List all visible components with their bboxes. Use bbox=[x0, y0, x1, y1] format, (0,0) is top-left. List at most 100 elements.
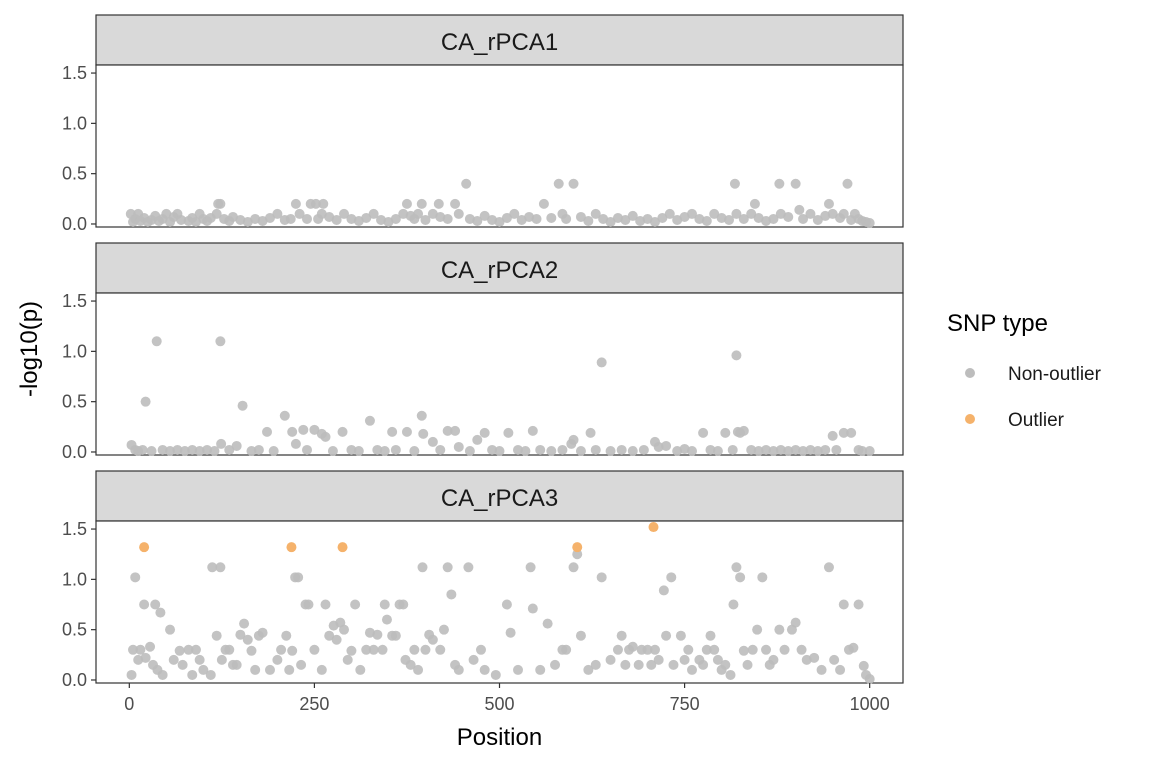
non-outlier-point bbox=[646, 659, 657, 670]
outlier-point bbox=[286, 542, 297, 553]
non-outlier-point bbox=[725, 669, 736, 680]
non-outlier-points bbox=[126, 336, 875, 456]
non-outlier-point bbox=[202, 444, 213, 455]
non-outlier-point bbox=[194, 654, 205, 665]
non-outlier-point bbox=[642, 644, 653, 655]
non-outlier-point bbox=[413, 664, 424, 675]
non-outlier-point bbox=[342, 654, 353, 665]
non-outlier-point bbox=[264, 212, 275, 223]
non-outlier-point bbox=[620, 659, 631, 670]
facet-panel-2: CA_rPCA2 0.0 0.5 1.0 1.5 bbox=[62, 242, 904, 462]
non-outlier-point bbox=[468, 654, 479, 665]
non-outlier-point bbox=[698, 427, 709, 438]
legend-label: Non-outlier bbox=[1008, 364, 1102, 385]
non-outlier-point bbox=[207, 562, 218, 573]
legend-key-outlier bbox=[965, 414, 975, 424]
legend: SNP type Non-outlier Outlier bbox=[947, 310, 1102, 431]
non-outlier-point bbox=[453, 441, 464, 452]
non-outlier-point bbox=[775, 444, 786, 455]
non-outlier-point bbox=[705, 630, 716, 641]
non-outlier-point bbox=[829, 654, 840, 665]
non-outlier-point bbox=[503, 427, 514, 438]
non-outlier-point bbox=[698, 659, 709, 670]
non-outlier-point bbox=[638, 444, 649, 455]
non-outlier-point bbox=[661, 630, 672, 641]
outlier-point bbox=[139, 542, 150, 553]
non-outlier-point bbox=[827, 430, 838, 441]
non-outlier-point bbox=[805, 208, 816, 219]
non-outlier-point bbox=[427, 634, 438, 645]
non-outlier-point bbox=[224, 644, 235, 655]
non-outlier-point bbox=[235, 629, 246, 640]
non-outlier-point bbox=[550, 659, 561, 670]
non-outlier-point bbox=[194, 445, 205, 456]
y-tick-label: 0.0 bbox=[62, 442, 87, 462]
non-outlier-point bbox=[596, 357, 607, 368]
non-outlier-point bbox=[151, 336, 162, 347]
non-outlier-point bbox=[401, 426, 412, 437]
non-outlier-point bbox=[418, 428, 429, 439]
non-outlier-point bbox=[381, 614, 392, 625]
non-outlier-point bbox=[416, 410, 427, 421]
non-outlier-point bbox=[331, 214, 342, 225]
non-outlier-point bbox=[553, 178, 564, 189]
non-outlier-point bbox=[761, 644, 772, 655]
non-outlier-point bbox=[805, 444, 816, 455]
non-outlier-point bbox=[505, 627, 516, 638]
non-outlier-point bbox=[387, 426, 398, 437]
non-outlier-point bbox=[864, 217, 875, 228]
non-outlier-point bbox=[339, 624, 350, 635]
non-outlier-point bbox=[339, 208, 350, 219]
non-outlier-point bbox=[605, 445, 616, 456]
non-outlier-point bbox=[779, 644, 790, 655]
non-outlier-point bbox=[527, 603, 538, 614]
non-outlier-point bbox=[346, 444, 357, 455]
non-outlier-point bbox=[472, 215, 483, 226]
non-outlier-point bbox=[712, 654, 723, 665]
non-outlier-point bbox=[838, 599, 849, 610]
y-tick-label: 0.5 bbox=[62, 620, 87, 640]
facet-strip bbox=[95, 470, 904, 522]
non-outlier-point bbox=[509, 208, 520, 219]
non-outlier-point bbox=[712, 445, 723, 456]
non-outlier-point bbox=[535, 664, 546, 675]
non-outlier-point bbox=[590, 659, 601, 670]
non-outlier-point bbox=[798, 445, 809, 456]
non-outlier-point bbox=[798, 213, 809, 224]
y-tick-label: 0.5 bbox=[62, 392, 87, 412]
non-outlier-point bbox=[596, 572, 607, 583]
non-outlier-point bbox=[583, 215, 594, 226]
non-outlier-point bbox=[752, 624, 763, 635]
non-outlier-point bbox=[309, 424, 320, 435]
non-outlier-point bbox=[303, 599, 314, 610]
non-outlier-point bbox=[187, 669, 198, 680]
non-outlier-point bbox=[790, 617, 801, 628]
y-tick-label: 1.0 bbox=[62, 569, 87, 589]
non-outlier-point bbox=[658, 585, 669, 596]
non-outlier-point bbox=[368, 208, 379, 219]
non-outlier-point bbox=[568, 434, 579, 445]
non-outlier-point bbox=[146, 445, 157, 456]
non-outlier-point bbox=[327, 445, 338, 456]
non-outlier-point bbox=[479, 664, 490, 675]
non-outlier-point bbox=[774, 178, 785, 189]
non-outlier-points bbox=[125, 178, 875, 228]
non-outlier-point bbox=[583, 664, 594, 675]
non-outlier-point bbox=[320, 599, 331, 610]
non-outlier-point bbox=[575, 211, 586, 222]
non-outlier-point bbox=[187, 444, 198, 455]
y-tick-label: 1.0 bbox=[62, 341, 87, 361]
non-outlier-point bbox=[337, 426, 348, 437]
non-outlier-point bbox=[246, 645, 257, 656]
non-outlier-point bbox=[350, 599, 361, 610]
non-outlier-point bbox=[427, 436, 438, 447]
non-outlier-point bbox=[165, 624, 176, 635]
non-outlier-point bbox=[649, 644, 660, 655]
non-outlier-point bbox=[535, 444, 546, 455]
non-outlier-point bbox=[237, 400, 248, 411]
non-outlier-point bbox=[572, 549, 583, 560]
non-outlier-point bbox=[433, 198, 444, 209]
non-outlier-point bbox=[858, 660, 869, 671]
non-outlier-point bbox=[490, 669, 501, 680]
non-outlier-point bbox=[709, 208, 720, 219]
